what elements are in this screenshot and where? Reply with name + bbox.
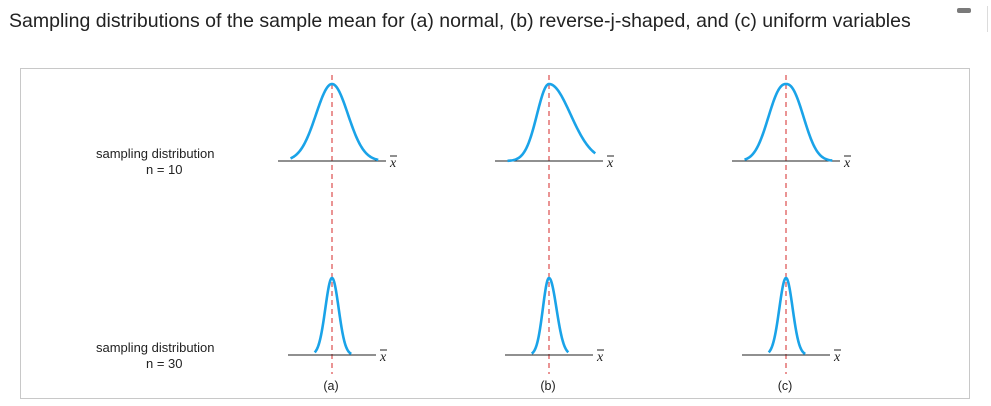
sampling-distribution-curve (767, 276, 807, 355)
scrollbar-track[interactable] (987, 6, 988, 32)
distribution-panel: x (278, 82, 397, 171)
distribution-panel: x (732, 82, 851, 171)
scrollbar-thumb[interactable] (957, 8, 971, 13)
row-label-title: sampling distribution (96, 146, 215, 161)
sampling-distribution-curve (743, 82, 833, 162)
distribution-panel: x (288, 276, 387, 365)
x-bar-symbol: x (596, 350, 604, 365)
panel-label: (b) (540, 379, 555, 393)
x-bar-symbol: x (843, 156, 851, 171)
x-bar-symbol: x (833, 350, 841, 365)
x-bar-symbol: x (389, 156, 397, 171)
panel-label: (c) (778, 379, 793, 393)
row-label-title: sampling distribution (96, 340, 215, 355)
panel-label: (a) (323, 379, 338, 393)
row-label-n: n = 10 (146, 162, 183, 177)
sampling-distribution-curve (289, 82, 379, 162)
figure-panel: sampling distribution n = 10 sampling dist… (20, 68, 970, 399)
sampling-distribution-curve (313, 276, 353, 355)
distribution-panel: x (505, 276, 604, 365)
distribution-panel: x (495, 82, 614, 171)
row-label-n: n = 30 (146, 356, 183, 371)
page-title: Sampling distributions of the sample mea… (9, 10, 911, 32)
sampling-distribution-curve (530, 276, 570, 355)
distribution-panel: x (742, 276, 841, 365)
sampling-distribution-curve (506, 82, 597, 163)
x-bar-symbol: x (606, 156, 614, 171)
x-bar-symbol: x (379, 350, 387, 365)
